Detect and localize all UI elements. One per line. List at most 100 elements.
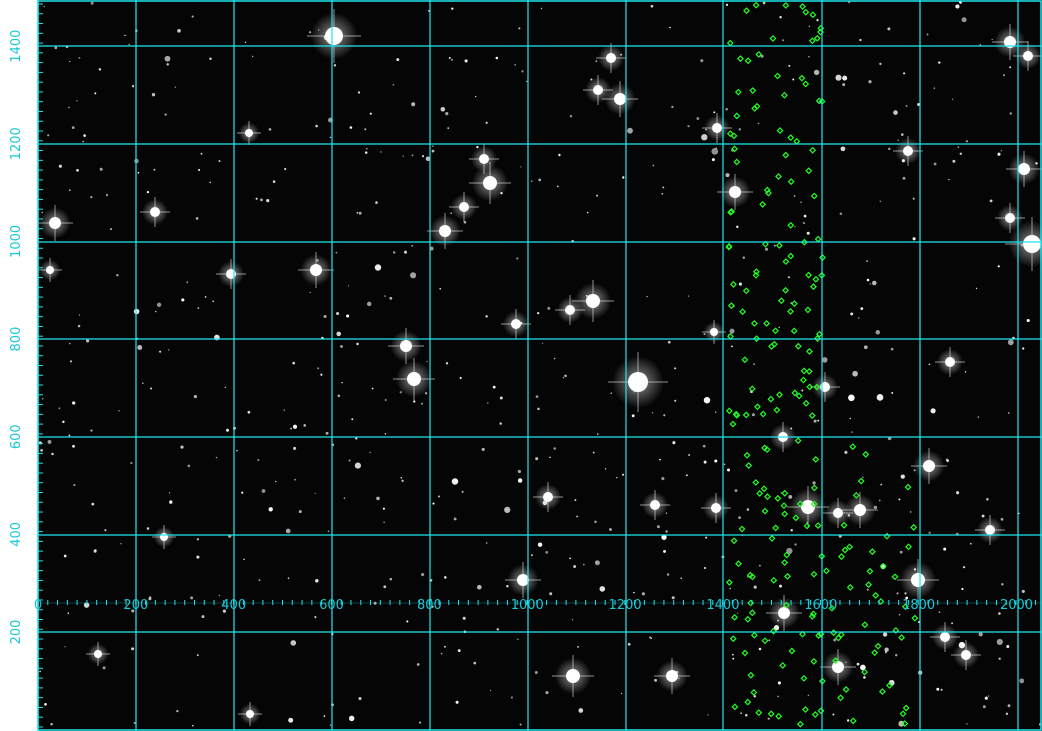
star [663,550,666,553]
star [473,662,476,665]
star [100,168,103,171]
star [597,433,598,434]
star [906,105,908,107]
star [410,272,416,278]
star [759,565,761,567]
star [549,456,551,458]
star [330,137,331,138]
star [884,648,888,652]
star [257,459,259,461]
star [931,408,936,413]
bright-star [245,129,253,137]
star [157,303,161,307]
star [880,484,882,486]
star [432,145,433,146]
star [651,638,652,639]
star [970,543,972,545]
bright-star [586,294,600,308]
star [252,56,253,57]
star [537,408,540,411]
x-axis-tick-label: 400 [221,598,246,613]
star [703,445,706,448]
bright-star [961,650,971,660]
star [68,107,70,109]
star [913,237,916,240]
star [1001,150,1002,151]
bright-star [1023,235,1041,253]
star [497,628,499,630]
star [713,111,715,113]
bright-star [511,319,521,329]
bright-star [439,225,451,237]
star [328,530,330,532]
star [545,691,548,694]
bright-star [407,372,421,386]
star [997,153,1000,156]
bright-star [593,85,603,95]
star [411,102,415,106]
star [404,251,407,254]
star [542,343,543,344]
star [176,710,178,712]
star [514,64,516,66]
star [517,639,518,640]
x-axis-tick-label: 1200 [609,598,642,613]
star [654,679,657,682]
star [595,560,600,565]
x-axis-tick-label: 1000 [511,598,544,613]
star [520,166,521,167]
star [895,654,897,656]
star [605,468,606,469]
star [572,619,573,620]
star [201,153,203,155]
star [842,83,845,86]
star [569,558,571,560]
x-axis-tick-label: 1400 [706,598,739,613]
star [686,474,688,476]
star [326,432,329,435]
star [545,551,548,554]
star [477,585,482,590]
star [632,414,635,417]
bright-star [49,217,61,229]
star [910,511,911,512]
star [194,395,197,398]
star [456,701,459,704]
star [570,115,572,117]
star [596,195,598,197]
bright-star [940,632,950,642]
bright-star [832,661,844,673]
star [587,212,589,214]
star [832,714,834,716]
star [67,612,69,614]
star [1006,645,1009,648]
star [616,477,618,479]
star [190,596,193,599]
star [149,596,151,598]
bright-star [479,154,489,164]
star [538,179,541,182]
star [445,112,448,115]
star [380,151,381,152]
star [120,543,121,544]
star [69,343,70,344]
star [822,357,828,363]
star [219,160,221,162]
star [86,339,89,342]
star [192,16,194,18]
star [500,397,503,400]
star [315,493,316,494]
star [790,529,792,531]
star [444,646,446,648]
star [197,654,199,656]
star [574,499,576,501]
star [927,34,929,36]
star [903,177,906,180]
bright-star [483,176,497,190]
star [439,288,441,290]
star [142,382,143,383]
star [759,648,762,651]
star [55,47,58,50]
